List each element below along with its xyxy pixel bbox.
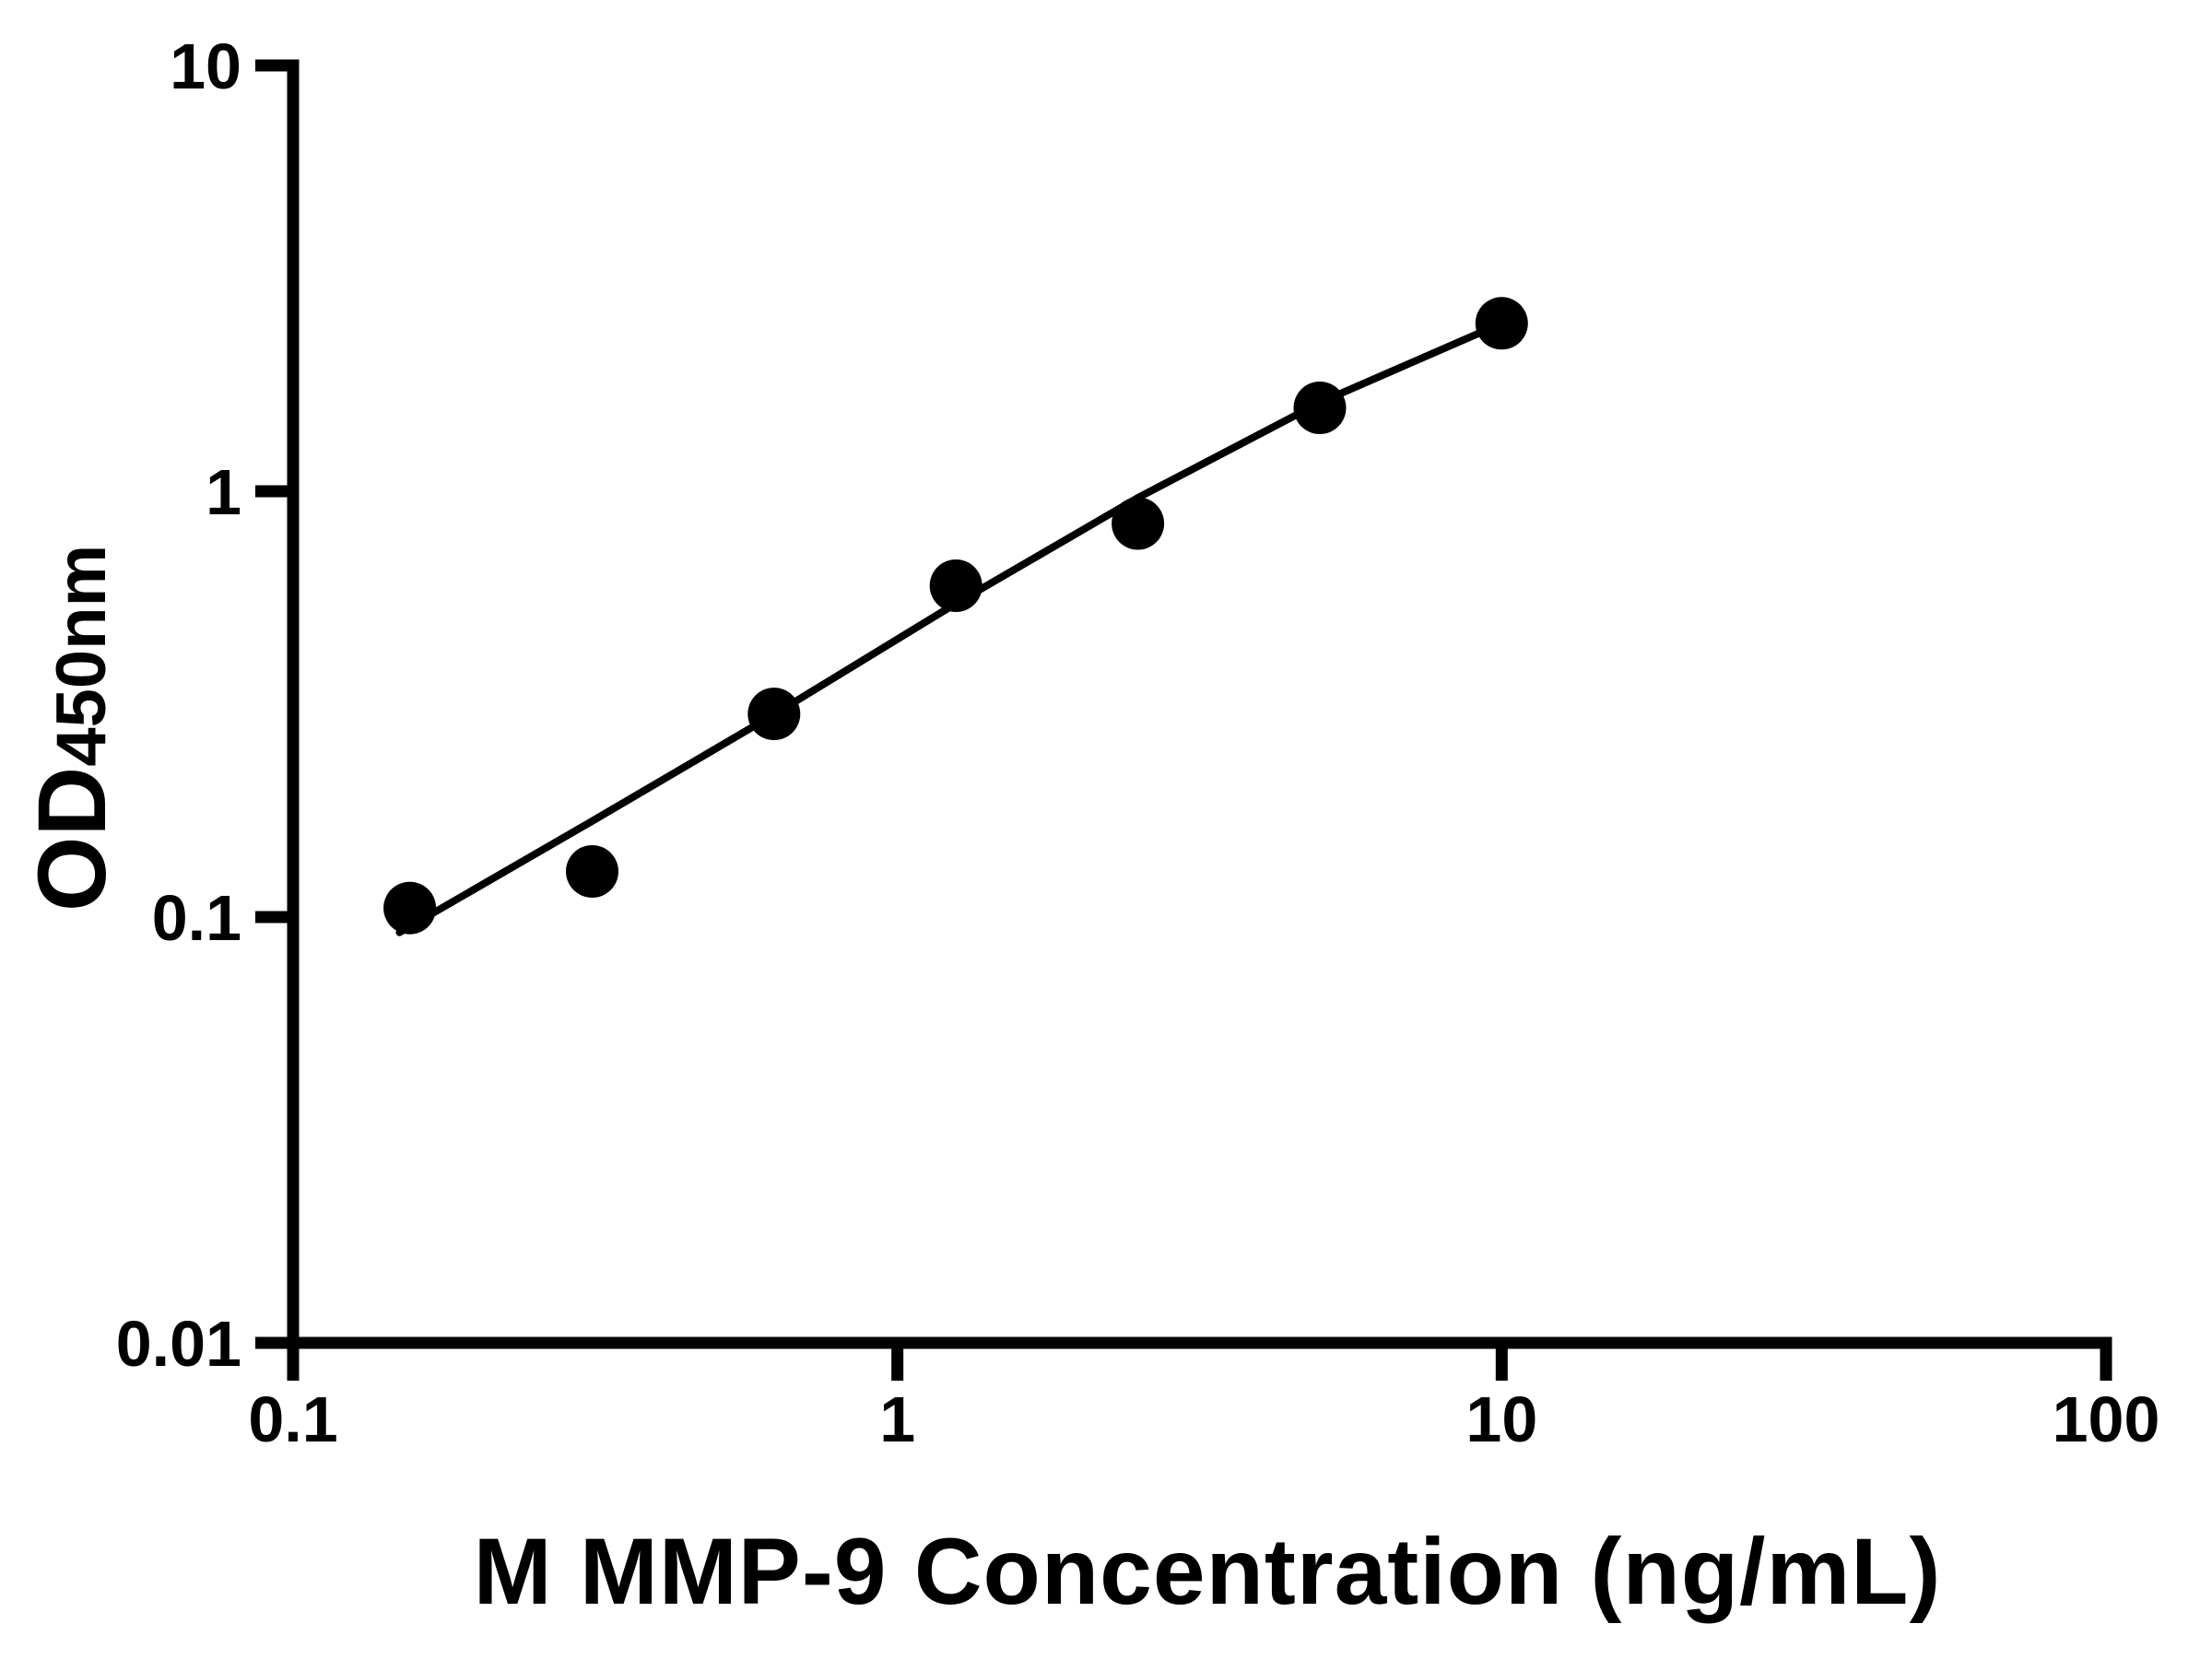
data-point xyxy=(383,881,437,935)
data-point xyxy=(1293,382,1347,434)
data-point xyxy=(929,559,982,612)
y-tick-label: 1 xyxy=(206,456,241,528)
data-point xyxy=(747,688,801,741)
data-point xyxy=(1112,497,1165,550)
x-tick-label: 10 xyxy=(1465,1383,1537,1455)
y-tick-label: 0.01 xyxy=(116,1308,241,1380)
data-points xyxy=(383,297,1528,935)
x-axis-title: M MMP-9 Concentration (ng/mL) xyxy=(474,1519,1942,1624)
data-point xyxy=(1475,297,1528,350)
y-axis-title-sub: 450nm xyxy=(42,545,121,767)
data-point xyxy=(566,845,618,898)
x-tick-label: 1 xyxy=(879,1383,915,1455)
x-tick-label: 0.1 xyxy=(248,1383,337,1455)
y-axis-title: OD450nm xyxy=(18,545,126,912)
axes xyxy=(287,59,2112,1349)
x-tick-label: 100 xyxy=(2053,1383,2160,1455)
y-tick-label: 0.1 xyxy=(152,882,241,954)
y-axis-title-main: OD xyxy=(18,767,126,912)
y-tick-label: 10 xyxy=(170,30,241,102)
axis-ticks xyxy=(255,59,2112,1381)
